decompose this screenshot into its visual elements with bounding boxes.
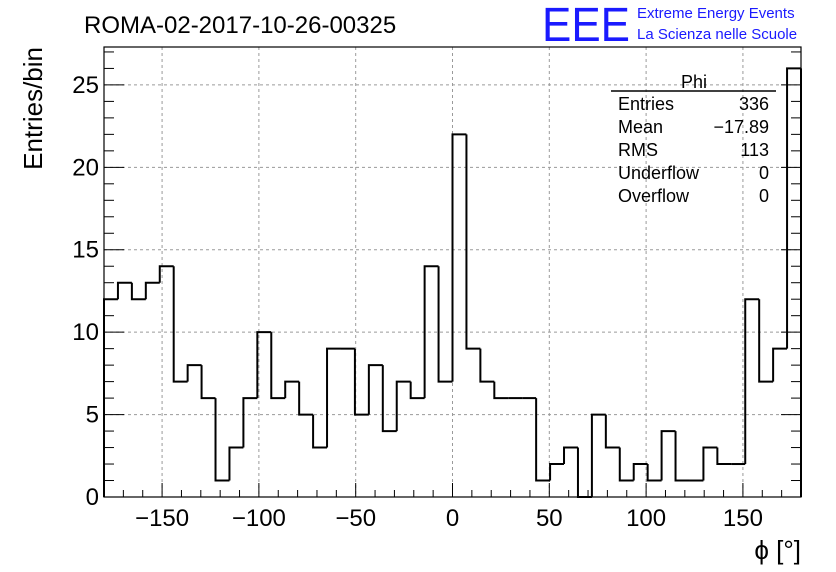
histogram-bin bbox=[535, 398, 551, 482]
histogram-bin bbox=[326, 347, 341, 448]
x-tick-label: −50 bbox=[335, 505, 376, 532]
histogram-bin bbox=[660, 430, 676, 481]
stats-value-mean: −17.89 bbox=[713, 117, 769, 137]
histogram-bin bbox=[702, 446, 718, 481]
x-tick-label: 100 bbox=[626, 505, 666, 532]
histogram-bin bbox=[674, 431, 690, 482]
histogram-bin bbox=[256, 331, 272, 399]
histogram-bin bbox=[381, 365, 397, 433]
histogram-bin bbox=[563, 446, 578, 465]
eee-logo-letters: EEE bbox=[542, 0, 630, 52]
stats-value-entries: 336 bbox=[739, 94, 769, 114]
histogram-bin bbox=[632, 463, 648, 481]
tick-labels: −150 −100 −50 0 50 100 150 0 5 10 15 20 25 bbox=[72, 72, 763, 532]
histogram-bin bbox=[158, 265, 174, 283]
x-tick-label: 150 bbox=[723, 505, 763, 532]
histogram-bin bbox=[228, 446, 244, 481]
stats-title: Phi bbox=[681, 72, 707, 92]
eee-logo: EEE Extreme Energy Events La Scienza nel… bbox=[542, 0, 797, 52]
histogram-bin bbox=[172, 266, 188, 383]
histogram-bin bbox=[437, 266, 453, 383]
histogram-bin bbox=[186, 364, 202, 382]
figure-title: ROMA-02-2017-10-26-00325 bbox=[84, 12, 396, 39]
logo-line-1: Extreme Energy Events bbox=[637, 5, 795, 22]
histogram-bin bbox=[479, 348, 495, 383]
histogram-bin bbox=[604, 414, 620, 449]
x-tick-label: 0 bbox=[446, 505, 459, 532]
stats-label-entries: Entries bbox=[618, 94, 674, 114]
y-tick-label: 15 bbox=[72, 237, 99, 264]
histogram-bin bbox=[270, 332, 286, 400]
stats-box: Phi Entries 336 Mean −17.89 RMS 113 Unde… bbox=[611, 72, 776, 206]
histogram-bin bbox=[409, 381, 425, 400]
x-axis-label: ϕ [°] bbox=[754, 535, 801, 565]
histogram-bin bbox=[367, 364, 383, 415]
histogram-bin bbox=[312, 414, 328, 449]
y-tick-label: 5 bbox=[86, 402, 99, 429]
histogram-bin bbox=[590, 413, 606, 497]
histogram-bin bbox=[549, 463, 565, 481]
histogram-bin bbox=[618, 447, 634, 482]
stats-label-underflow: Underflow bbox=[618, 163, 700, 183]
histogram-bin bbox=[451, 133, 467, 382]
y-tick-label: 10 bbox=[72, 319, 99, 346]
stats-value-rms: 113 bbox=[740, 140, 769, 160]
histogram-bin bbox=[395, 380, 411, 432]
histogram-bin bbox=[130, 282, 146, 301]
histogram-bin bbox=[423, 265, 439, 399]
x-tick-label: −100 bbox=[232, 505, 286, 532]
histogram-bin bbox=[576, 447, 592, 498]
histogram-bin bbox=[284, 380, 300, 399]
y-tick-label: 0 bbox=[86, 484, 99, 511]
stats-label-rms: RMS bbox=[618, 140, 658, 160]
y-tick-label: 20 bbox=[72, 154, 99, 181]
histogram-bin bbox=[200, 365, 216, 400]
stats-value-overflow: 0 bbox=[759, 186, 769, 206]
y-tick-label: 25 bbox=[72, 72, 99, 99]
histogram-bin bbox=[772, 347, 788, 382]
histogram-bin bbox=[298, 381, 314, 416]
histogram-bin bbox=[493, 381, 509, 400]
histogram-bin bbox=[214, 398, 230, 482]
histogram-bin bbox=[758, 299, 774, 383]
histogram-bin bbox=[716, 447, 732, 466]
x-tick-label: 50 bbox=[536, 505, 563, 532]
histogram-bin bbox=[116, 281, 132, 300]
stats-value-underflow: 0 bbox=[759, 163, 769, 183]
histogram-bin bbox=[465, 134, 481, 350]
stats-label-overflow: Overflow bbox=[618, 186, 690, 206]
histogram-bin bbox=[144, 281, 160, 300]
histogram-bin bbox=[786, 67, 801, 349]
axis-ticks bbox=[104, 51, 801, 498]
y-axis-label: Entries/bin bbox=[18, 47, 48, 170]
histogram-bin bbox=[242, 397, 258, 448]
stats-label-mean: Mean bbox=[618, 117, 663, 137]
logo-line-2: La Scienza nelle Scuole bbox=[637, 26, 797, 43]
histogram-bin bbox=[646, 464, 662, 482]
histogram-bin bbox=[353, 348, 369, 416]
x-tick-label: −150 bbox=[135, 505, 189, 532]
histogram-bin bbox=[744, 298, 760, 465]
